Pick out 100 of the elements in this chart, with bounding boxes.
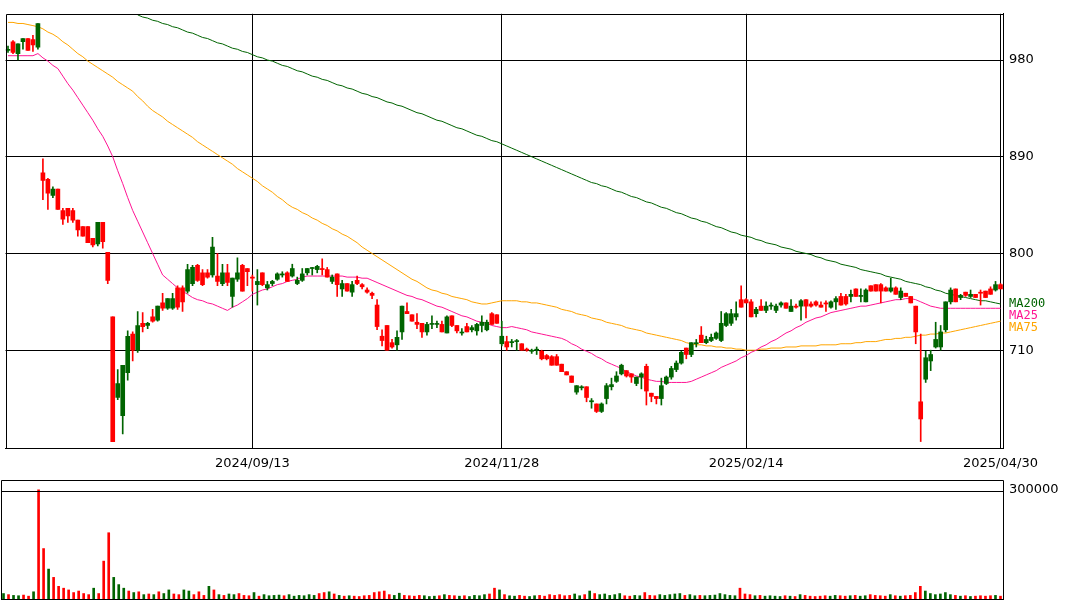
bar — [483, 594, 486, 599]
bar — [57, 586, 60, 599]
bar — [873, 595, 877, 599]
bar — [653, 595, 657, 599]
bar — [868, 594, 872, 599]
bar — [122, 587, 126, 599]
bar — [613, 594, 617, 599]
bar — [463, 595, 466, 599]
bar — [954, 595, 957, 599]
bar — [969, 596, 972, 599]
bar — [438, 595, 441, 599]
bar — [538, 595, 541, 599]
bar — [337, 595, 341, 599]
bar — [107, 532, 111, 599]
bar — [513, 595, 516, 599]
bar — [919, 586, 922, 599]
bar — [979, 595, 982, 599]
bar — [924, 590, 927, 599]
bar — [573, 593, 576, 599]
bar — [27, 595, 30, 599]
bar — [638, 595, 642, 599]
bar — [478, 595, 481, 599]
bar — [989, 595, 992, 599]
bar — [458, 595, 461, 599]
bar — [593, 593, 597, 599]
bar — [929, 593, 932, 599]
bar — [944, 592, 947, 599]
bar — [974, 595, 977, 599]
y-tick-label: 800 — [1009, 244, 1034, 260]
bar — [117, 584, 121, 599]
bar — [92, 587, 96, 599]
bar — [372, 592, 376, 599]
bar — [533, 595, 536, 599]
bar — [858, 595, 862, 599]
bar — [387, 594, 391, 599]
bar — [878, 595, 882, 599]
bar — [423, 595, 426, 599]
bar — [42, 548, 45, 599]
bar — [82, 593, 85, 599]
bar — [528, 596, 531, 599]
bar — [32, 591, 35, 599]
bar — [453, 595, 456, 599]
bar — [377, 591, 381, 599]
bar — [663, 595, 667, 599]
bar — [598, 594, 602, 599]
bar — [72, 592, 75, 599]
bar — [448, 595, 451, 599]
series-label: MA200 — [1009, 296, 1046, 311]
bar — [468, 596, 471, 599]
bar — [112, 577, 116, 599]
bar — [898, 595, 902, 599]
bar — [87, 594, 91, 599]
bar — [949, 594, 952, 599]
bar — [152, 594, 156, 599]
bar — [77, 590, 80, 599]
bar — [367, 595, 371, 599]
candlestick — [733, 301, 739, 321]
x-tick-label: 2025/02/14 — [708, 455, 784, 471]
series-label: MA25 — [1009, 308, 1038, 323]
y-tick-label: 890 — [1009, 148, 1034, 164]
bar — [658, 594, 662, 599]
series-label: MA75 — [1009, 320, 1038, 335]
bar — [397, 592, 401, 599]
bar — [17, 595, 20, 599]
bar — [162, 593, 166, 599]
bar — [914, 592, 917, 599]
bar — [12, 595, 15, 599]
bar — [518, 595, 521, 599]
bar — [357, 596, 361, 599]
bar — [543, 595, 546, 599]
bar — [362, 595, 366, 599]
bar — [553, 595, 556, 599]
bar — [407, 595, 411, 599]
x-tick-label: 2025/04/30 — [963, 455, 1038, 471]
bar — [843, 595, 847, 599]
bar — [47, 568, 50, 599]
bar — [488, 593, 491, 599]
bar — [503, 594, 506, 599]
bar — [994, 595, 997, 599]
bar — [863, 595, 867, 599]
bar — [964, 595, 967, 599]
bar — [508, 595, 511, 599]
bar — [342, 595, 346, 599]
bar — [934, 594, 937, 599]
bar — [999, 595, 1002, 599]
bar — [2, 593, 5, 599]
bar — [618, 593, 622, 599]
bar — [493, 587, 496, 599]
bar — [643, 592, 647, 599]
bar — [568, 595, 571, 599]
bar — [102, 560, 106, 599]
bar — [352, 595, 356, 599]
bar — [959, 595, 962, 599]
bar — [433, 595, 436, 599]
bar — [413, 595, 416, 599]
bar — [498, 589, 501, 599]
x-tick-label: 2024/09/13 — [214, 455, 290, 471]
candlestick — [858, 288, 864, 303]
y-tick-label: 710 — [1009, 341, 1034, 357]
bar — [848, 595, 852, 599]
